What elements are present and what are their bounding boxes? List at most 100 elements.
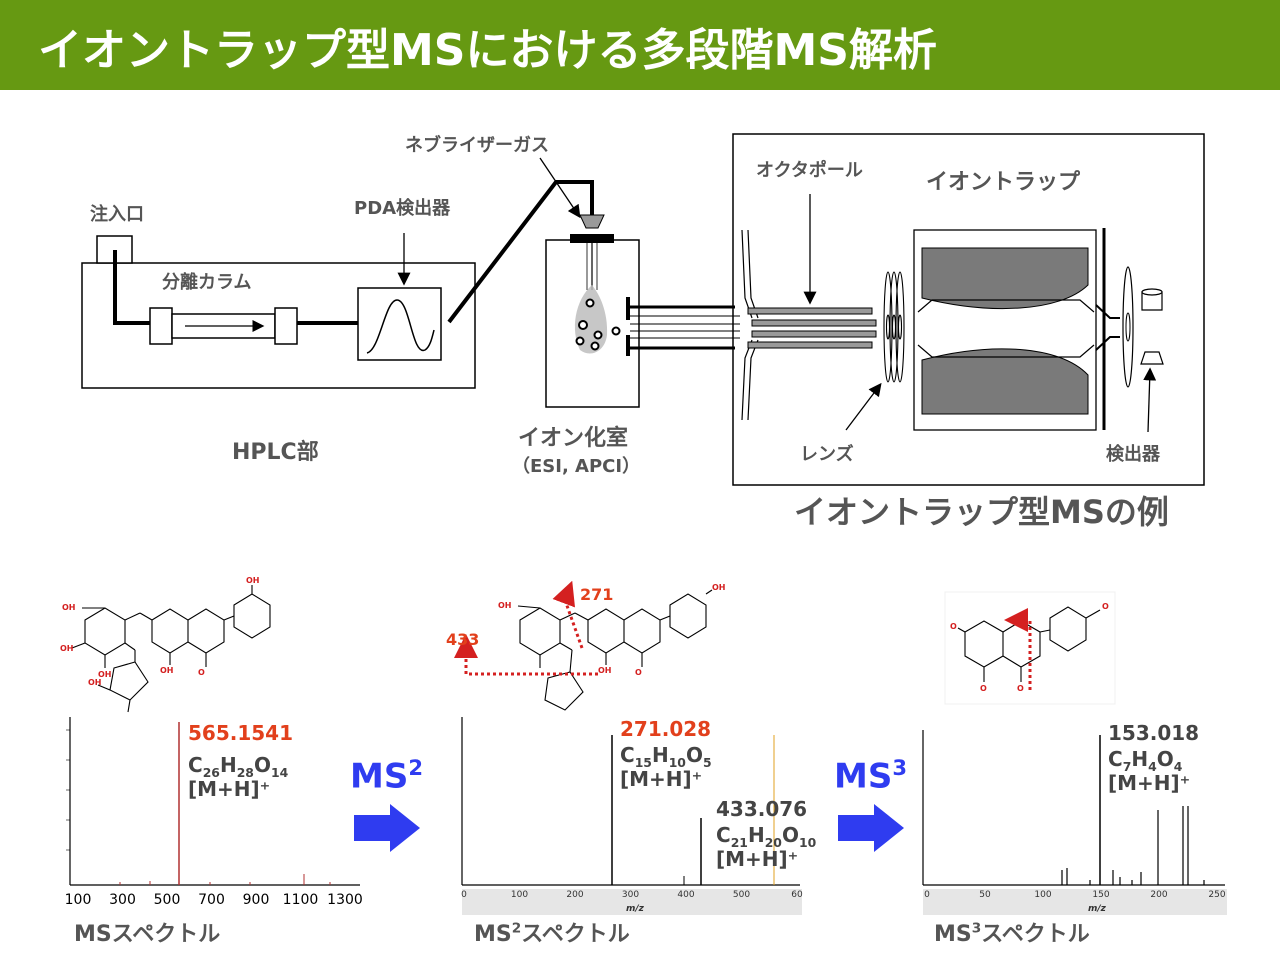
spectrum3-axis-label: m/z (1088, 904, 1106, 914)
axis-tick-label: 100 (510, 890, 529, 900)
detector-disk (1122, 266, 1134, 388)
axis-tick-label: 500 (153, 892, 181, 908)
spectrum2-peak2-formula: C21H20O10 (716, 823, 817, 850)
octapole-rods (747, 307, 877, 349)
axis-tick-label: 1100 (282, 892, 319, 908)
spectrum2-peak2-adduct: [M+H]⁺ (716, 847, 799, 871)
axis-tick-label: 300 (621, 890, 640, 900)
pda-label: PDA検出器 (354, 198, 451, 219)
spectrum1-peak-mz: 565.1541 (188, 721, 294, 745)
axis-tick-label: 60 (791, 890, 803, 900)
transfer-tubing (447, 180, 594, 324)
column-label: 分離カラム (162, 272, 252, 293)
spectrum2-axis-label: m/z (626, 904, 644, 914)
separation-column-cap-right (274, 307, 298, 345)
ring-electrode-bottom (921, 348, 1089, 415)
injection-port-label: 注入口 (90, 204, 144, 225)
axis-tick-label: 700 (198, 892, 225, 908)
ms2-block-arrow (354, 804, 420, 852)
axis-tick-label: 900 (242, 892, 270, 908)
axis-tick-label: 100 (1034, 890, 1052, 900)
spectrum2-peak2-mz: 433.076 (716, 797, 808, 821)
atom-label: O (198, 668, 205, 677)
lens-pointer-arrow (845, 382, 882, 431)
spectrum1-plot (66, 717, 360, 886)
axis-tick-label: 0 (924, 890, 930, 900)
spectrum3-formula: C7H4O4 (1108, 747, 1183, 774)
ionization-methods: （ESI, APCI） (512, 456, 641, 477)
molecule3-frame (944, 591, 1116, 705)
droplets (575, 298, 621, 351)
axis-tick-label: 50 (979, 890, 991, 900)
axis-tick-label: 0 (461, 890, 467, 900)
nebulizer-label: ネブライザーガス (405, 135, 549, 156)
atom-label: OH (498, 601, 512, 610)
hplc-box (81, 262, 476, 389)
ring-electrode-top (921, 247, 1089, 310)
page-title: イオントラップ型MSにおける多段階MS解析 (38, 25, 937, 76)
title-bar (0, 0, 1280, 90)
ion-trap-ms-box (732, 133, 1205, 486)
axis-tick-label: 400 (677, 890, 695, 900)
spectrum2-peak1-mz: 271.028 (620, 717, 712, 741)
fragment-271-label: 271 (580, 585, 614, 604)
axis-tick-label: 100 (64, 892, 92, 908)
axis-tick-label: 200 (566, 890, 584, 900)
axis-tick-label: 250 (1208, 890, 1226, 900)
pda-detector (357, 287, 442, 361)
atom-label: OH (98, 670, 112, 679)
separation-column-cap-left (149, 307, 173, 345)
fragment-433-label: 433 (446, 630, 480, 649)
axis-tick-label: 300 (109, 892, 136, 908)
atom-label: OH (160, 666, 174, 675)
spectrum3-label: MS3スペクトル (934, 920, 1090, 947)
molecule1-structure (71, 585, 271, 713)
ion-trap-caption: イオントラップ型MSの例 (794, 493, 1169, 531)
ion-trap-frame (913, 229, 1097, 431)
lenses (883, 271, 905, 383)
detector-pointer-arrow (1143, 367, 1157, 433)
axis-tick-label: 200 (1150, 890, 1168, 900)
detector-dynode (1140, 288, 1164, 365)
atom-label: OH (88, 678, 102, 687)
atom-label: O (980, 684, 987, 693)
pda-trace (366, 299, 435, 354)
nebulizer-head (579, 214, 605, 229)
atom-label: O (635, 668, 642, 677)
axis-tick-label: 150 (1092, 890, 1110, 900)
ion-trap-label: イオントラップ (926, 170, 1081, 195)
molecule2-structure (517, 589, 713, 711)
fragmentation-line-ms3 (1004, 608, 1032, 690)
axis-tick-label: 500 (732, 890, 751, 900)
spectrum2-peak1-formula: C15H10O5 (620, 743, 712, 770)
chamber-label: イオン化室 (518, 426, 629, 451)
atom-label: OH (712, 583, 726, 592)
lens-label: レンズ (800, 444, 854, 465)
spectrum2-label: MS2スペクトル (474, 920, 630, 947)
atom-label: OH (246, 576, 260, 585)
ms3-arrow-label: MS3 (834, 755, 907, 797)
spectrum3-plot (922, 730, 1227, 915)
ms2-arrow-label: MS2 (350, 755, 423, 797)
spectrum2-peak1-adduct: [M+H]⁺ (620, 767, 703, 791)
octapole-label: オクタポール (756, 160, 863, 181)
fragmentation-lines (454, 580, 598, 676)
ms3-block-arrow (838, 804, 904, 852)
hplc-label: HPLC部 (232, 440, 319, 465)
axis-tick-label: 1300 (327, 892, 363, 908)
spectrum1-label: MSスペクトル (74, 922, 221, 947)
atom-label: O (950, 622, 957, 631)
atom-label: OH (60, 644, 74, 653)
spectrum2-plot (461, 717, 802, 915)
atom-label: O (1017, 684, 1024, 693)
spectrum1-formula: C26H28O14 (188, 753, 289, 780)
spectrum3-adduct: [M+H]⁺ (1108, 771, 1191, 795)
hplc-tubing (113, 250, 150, 325)
detector-label: 検出器 (1106, 444, 1160, 465)
atom-label: OH (62, 603, 76, 612)
nebulizer-pointer-arrow (539, 157, 581, 219)
spectrum3-peak-mz: 153.018 (1108, 721, 1200, 745)
atom-label: OH (598, 666, 612, 675)
spectrum1-adduct: [M+H]⁺ (188, 777, 271, 801)
